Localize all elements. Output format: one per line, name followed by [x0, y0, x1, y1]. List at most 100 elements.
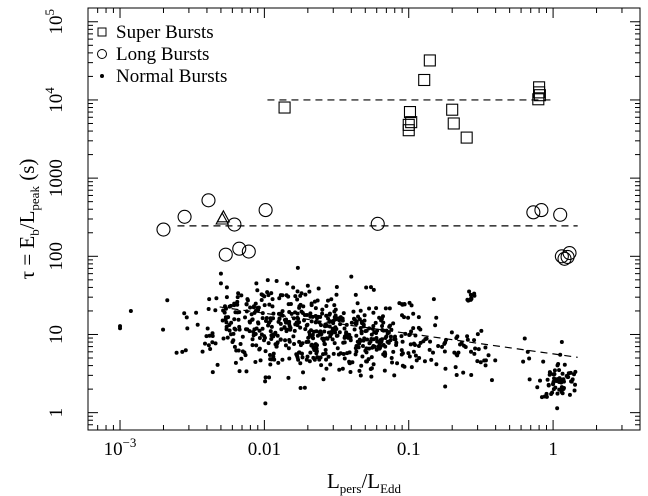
normal-bursts-point [347, 350, 352, 355]
normal-bursts-point [560, 371, 565, 376]
normal-bursts-point [320, 307, 325, 312]
normal-bursts-point [573, 382, 578, 387]
normal-bursts-point [561, 377, 566, 382]
normal-bursts-point [332, 341, 337, 346]
normal-bursts-point [332, 303, 337, 308]
normal-bursts-point [328, 334, 333, 339]
normal-bursts-point [344, 322, 349, 327]
normal-bursts-point [232, 317, 237, 322]
normal-bursts-point [315, 316, 320, 321]
normal-bursts-point [292, 328, 297, 333]
normal-bursts-point [552, 376, 557, 381]
normal-bursts-point [421, 339, 426, 344]
normal-bursts-point [314, 351, 319, 356]
y-axis-title-group: τ = Eb/Lpeak (s) [15, 159, 42, 280]
normal-bursts-point [302, 318, 307, 323]
normal-bursts-point [260, 311, 265, 316]
normal-bursts-point [315, 355, 320, 360]
normal-bursts-point [265, 278, 270, 283]
y-tick-label: 105 [42, 9, 67, 35]
normal-bursts-point [349, 320, 354, 325]
normal-bursts-point [263, 379, 268, 384]
normal-bursts-point [431, 350, 436, 355]
normal-bursts-point [527, 377, 532, 382]
normal-bursts-point [208, 346, 213, 351]
normal-bursts-point [206, 343, 211, 348]
normal-bursts-point [272, 357, 277, 362]
normal-bursts-point [278, 337, 283, 342]
normal-bursts-point [297, 339, 302, 344]
normal-bursts-point [368, 285, 373, 290]
normal-bursts-point [359, 319, 364, 324]
normal-bursts-point [280, 357, 285, 362]
normal-bursts-point [363, 329, 368, 334]
normal-bursts-point [335, 333, 340, 338]
x-axis-title: Lpers/LEdd [327, 469, 402, 496]
axes: 10−3 0.01 0.1 1 1 10 100 1000 104 105 Lpers/LEdd τ … [15, 8, 640, 496]
normal-bursts-point [354, 333, 359, 338]
normal-bursts-point [341, 311, 346, 316]
normal-bursts-point [489, 378, 494, 383]
normal-bursts-point [287, 322, 292, 327]
normal-bursts-point [431, 297, 436, 302]
normal-bursts-point [413, 333, 418, 338]
normal-bursts-point [408, 342, 413, 347]
normal-bursts-point [328, 319, 333, 324]
normal-bursts-point [299, 309, 304, 314]
normal-bursts-point [260, 316, 265, 321]
normal-bursts-point [472, 351, 477, 356]
normal-bursts-point [204, 334, 209, 339]
normal-bursts-point [552, 368, 557, 373]
normal-bursts-point [358, 308, 363, 313]
normal-bursts-point [275, 341, 280, 346]
normal-bursts-point [559, 340, 564, 345]
long-bursts-point [156, 222, 171, 237]
normal-bursts-point [390, 360, 395, 365]
normal-bursts-point [321, 377, 326, 382]
long-bursts-point [218, 247, 233, 262]
normal-bursts-point [237, 324, 242, 329]
normal-bursts-point [374, 331, 379, 336]
normal-bursts-point [417, 355, 422, 360]
normal-bursts-point [352, 317, 357, 322]
normal-bursts-point [559, 389, 564, 394]
normal-bursts-point [291, 285, 296, 290]
normal-bursts-point [467, 289, 472, 294]
normal-bursts-point [469, 349, 474, 354]
normal-bursts-point [317, 330, 322, 335]
normal-bursts-point [323, 347, 328, 352]
normal-bursts-point [455, 334, 460, 339]
normal-bursts-point [262, 303, 267, 308]
normal-bursts-point [493, 358, 498, 363]
normal-bursts-point [411, 349, 416, 354]
y-tick-label: 100 [46, 242, 67, 271]
normal-bursts-point [352, 327, 357, 332]
normal-bursts-point [342, 326, 347, 331]
normal-bursts-point [307, 332, 312, 337]
normal-bursts-point [257, 346, 262, 351]
normal-bursts-point [268, 318, 273, 323]
normal-bursts-point [224, 285, 229, 290]
normal-bursts-point [327, 311, 332, 316]
long-bursts-point [227, 217, 242, 232]
normal-bursts-point [222, 304, 227, 309]
normal-bursts-point [307, 359, 312, 364]
normal-bursts-point [557, 376, 562, 381]
normal-bursts-point [547, 372, 552, 377]
normal-bursts-point [475, 332, 480, 337]
normal-bursts-point [309, 342, 314, 347]
super-bursts-point [423, 54, 436, 67]
normal-bursts-point [236, 317, 241, 322]
normal-bursts-point [391, 321, 396, 326]
normal-bursts-point [295, 297, 300, 302]
normal-bursts-point [427, 347, 432, 352]
normal-bursts-point [307, 289, 312, 294]
normal-bursts-point [284, 327, 289, 332]
y-axis-title: τ = Eb/Lpeak (s) [15, 159, 42, 280]
normal-bursts-point [324, 366, 329, 371]
normal-bursts-point [329, 297, 334, 302]
normal-bursts-point [348, 370, 353, 375]
normal-bursts-point [268, 329, 273, 334]
normal-bursts-point [298, 385, 303, 390]
